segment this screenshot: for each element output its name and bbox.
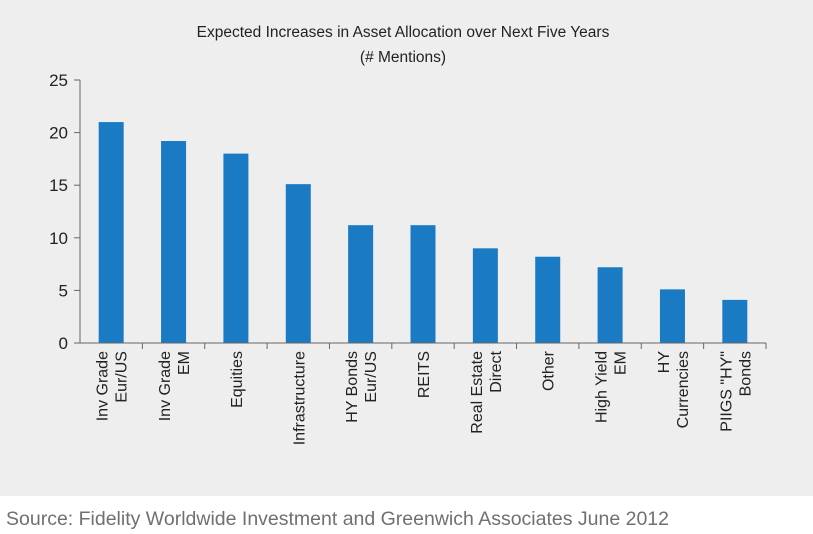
bar xyxy=(722,299,748,343)
x-category-label: Infrastructure xyxy=(291,351,308,445)
x-category-label: High Yield xyxy=(594,351,611,423)
y-tick-label: 20 xyxy=(49,124,68,143)
x-category-label: EM xyxy=(176,351,193,375)
chart-title: Expected Increases in Asset Allocation o… xyxy=(197,24,610,41)
y-tick-label: 5 xyxy=(59,281,68,300)
x-axis: Inv Grade Eur/US Inv Grade EM Equities Infras… xyxy=(80,342,767,445)
y-tick-label: 25 xyxy=(49,71,68,90)
bar xyxy=(161,141,187,343)
x-category-label: HY xyxy=(656,351,673,374)
x-category-label: Bonds xyxy=(737,351,754,396)
y-axis: 0 5 10 15 20 25 xyxy=(49,71,81,353)
x-category-label: EM xyxy=(613,351,630,375)
x-category-label: Eur/US xyxy=(363,351,380,403)
x-category-label: Other xyxy=(541,350,558,391)
x-category-label: Equities xyxy=(229,351,246,408)
bar-chart: Expected Increases in Asset Allocation o… xyxy=(49,24,767,445)
bar xyxy=(472,248,498,343)
bar xyxy=(535,256,561,343)
x-category-label: REITS xyxy=(416,351,433,398)
bar xyxy=(285,184,311,343)
y-tick-label: 10 xyxy=(49,229,68,248)
x-category-label: Inv Grade xyxy=(95,351,112,421)
bar xyxy=(348,225,374,343)
bar xyxy=(410,225,436,343)
bar xyxy=(597,267,623,343)
bar xyxy=(98,122,124,343)
source-note: Source: Fidelity Worldwide Investment an… xyxy=(6,508,669,530)
bar xyxy=(659,289,685,343)
x-category-label: Real Estate xyxy=(469,351,486,434)
y-tick-label: 0 xyxy=(59,334,68,353)
chart-panel: Expected Increases in Asset Allocation o… xyxy=(0,0,813,496)
x-category-label: Currencies xyxy=(675,351,692,428)
chart-subtitle: (# Mentions) xyxy=(360,49,446,66)
x-category-label: Direct xyxy=(488,350,505,392)
y-tick-label: 15 xyxy=(49,176,68,195)
bar xyxy=(223,153,249,343)
x-category-label: Inv Grade xyxy=(157,351,174,421)
x-category-label: HY Bonds xyxy=(344,351,361,423)
x-category-label: PIIGS "HY" xyxy=(718,351,735,432)
bars xyxy=(98,122,748,343)
x-category-label: Eur/US xyxy=(114,351,131,403)
